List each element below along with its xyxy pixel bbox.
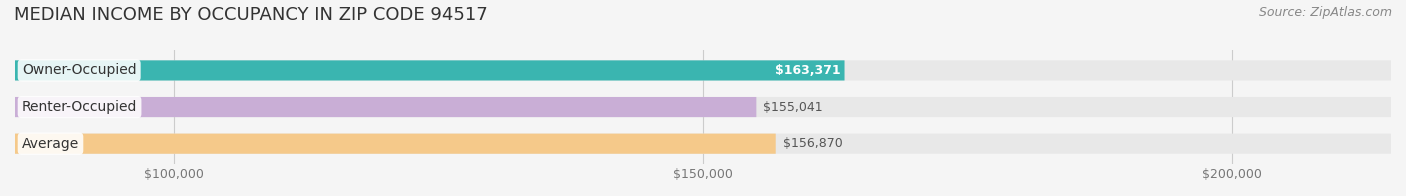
- Text: $163,371: $163,371: [775, 64, 841, 77]
- Text: Source: ZipAtlas.com: Source: ZipAtlas.com: [1258, 6, 1392, 19]
- FancyBboxPatch shape: [15, 97, 756, 117]
- FancyBboxPatch shape: [15, 134, 1391, 154]
- FancyBboxPatch shape: [15, 97, 1391, 117]
- Text: $156,870: $156,870: [783, 137, 842, 150]
- Text: Average: Average: [22, 137, 79, 151]
- Text: Renter-Occupied: Renter-Occupied: [22, 100, 138, 114]
- Text: $155,041: $155,041: [763, 101, 823, 113]
- FancyBboxPatch shape: [15, 60, 845, 81]
- FancyBboxPatch shape: [15, 60, 1391, 81]
- Text: MEDIAN INCOME BY OCCUPANCY IN ZIP CODE 94517: MEDIAN INCOME BY OCCUPANCY IN ZIP CODE 9…: [14, 6, 488, 24]
- FancyBboxPatch shape: [15, 134, 776, 154]
- Text: Owner-Occupied: Owner-Occupied: [22, 64, 136, 77]
